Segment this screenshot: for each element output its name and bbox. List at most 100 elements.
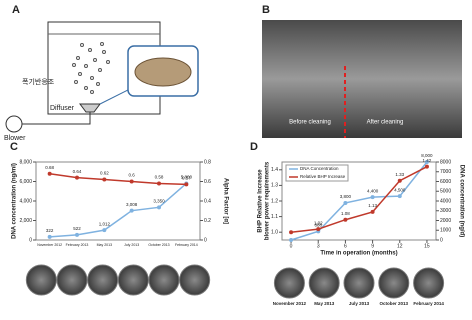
value-label: 522: [73, 226, 81, 231]
panel-label: B: [262, 4, 270, 16]
point: [75, 175, 79, 180]
legend-box: [285, 164, 349, 182]
series-line: [49, 182, 187, 238]
plot-frame: [35, 161, 201, 241]
value-label: 4,500: [394, 187, 406, 192]
tank-label: 폭기반응조: [22, 77, 55, 86]
y-tick-label: 1.0: [271, 230, 278, 236]
value-label: 1.13: [368, 203, 377, 208]
point: [47, 171, 52, 176]
series-line: [49, 172, 187, 186]
point: [370, 209, 375, 214]
value-label: 888: [314, 223, 322, 228]
photo-caption: October 2013: [380, 301, 409, 306]
y2-tick-label: 0.8: [204, 159, 211, 165]
value-label: 0.57: [182, 176, 191, 181]
point: [424, 160, 429, 164]
value-label: 1.08: [341, 211, 350, 216]
y2-tick-label: 0.6: [204, 179, 211, 185]
photo-caption: July 2013: [349, 301, 370, 306]
y-tick-label: 1.2: [271, 198, 278, 204]
y2-tick-label: 4000: [440, 198, 451, 204]
point: [370, 195, 375, 200]
point: [397, 194, 402, 199]
y-tick-label: 1.4: [271, 167, 278, 173]
point: [75, 232, 79, 237]
y2-tick-label: 0.2: [204, 218, 211, 224]
value-label: 0.62: [100, 171, 109, 176]
y2-tick-label: 2000: [440, 218, 451, 224]
photo: [179, 264, 211, 296]
pipe: [22, 112, 91, 125]
value-label: 4,400: [367, 188, 379, 193]
x-tick-label: 0: [290, 243, 293, 249]
photo: [413, 267, 445, 299]
value-label: 3,350: [153, 199, 165, 204]
diffuser-label: Diffuser: [50, 105, 75, 112]
value-label: 3,800: [340, 194, 352, 199]
y2-axis-label: Alpha Factor [α]: [222, 178, 228, 224]
point: [289, 238, 294, 242]
x-tick-label: February 2014: [175, 243, 198, 247]
photo-caption: February 2014: [413, 301, 444, 306]
value-label: 5,800: [181, 175, 193, 180]
blower-label: Blower: [4, 135, 26, 142]
value-label: 1,012: [99, 221, 111, 226]
series-line: [290, 161, 428, 241]
panel-label: C: [10, 141, 18, 153]
panel-a: A 폭기반응조 Diffuser Blower: [4, 4, 199, 142]
point: [343, 217, 348, 222]
before-label: Before cleaning: [289, 120, 331, 126]
y2-tick-label: 1000: [440, 228, 451, 234]
photo: [148, 264, 180, 296]
y-tick-label: 0: [29, 237, 32, 243]
panel-label: D: [250, 141, 258, 153]
value-label: 3,008: [126, 202, 138, 207]
x-tick-label: 9: [371, 243, 374, 249]
x-tick-label: October 2013: [148, 243, 169, 247]
x-tick-label: 6: [344, 243, 347, 249]
point: [47, 234, 52, 239]
value-label: 0.64: [73, 169, 82, 174]
charts: C 0 2,000 4,000 6,000 8,000 0 0.2 0.4 0.6 0.8 Novem…: [10, 141, 464, 306]
y-tick-label: 1.1: [271, 214, 278, 220]
y2-tick-label: 3000: [440, 208, 451, 214]
point: [129, 179, 134, 184]
photo: [87, 264, 119, 296]
y-axis-label: blower power requirements: [265, 161, 271, 240]
diffuser: [79, 103, 101, 113]
y-tick-label: 1.3: [271, 183, 278, 189]
y2-axis-label: DNA concentration (ng/d): [458, 165, 464, 237]
photo: [378, 267, 410, 299]
point: [157, 181, 161, 186]
x-tick-label: 3: [317, 243, 320, 249]
inset-line: [99, 89, 129, 105]
photo: [273, 267, 305, 299]
point: [129, 208, 134, 213]
y-tick-label: 6,000: [19, 179, 32, 185]
x-tick-label: November 2012: [37, 243, 62, 247]
point: [102, 228, 107, 233]
y2-tick-label: 7000: [440, 169, 451, 175]
point: [157, 205, 161, 210]
value-label: 0.6: [129, 173, 136, 178]
point: [343, 200, 348, 205]
legend-label: DNA Concentration: [300, 166, 339, 171]
value-label: 1.02: [314, 220, 323, 225]
photo: [117, 264, 149, 296]
photo: [56, 264, 88, 296]
point: [289, 230, 294, 235]
value-label: 1.42: [423, 158, 432, 163]
legend-label: Relative BHP Increase: [300, 174, 346, 179]
x-tick-label: February 2013: [66, 243, 89, 247]
photo: [343, 267, 375, 299]
point: [397, 178, 402, 183]
point: [184, 182, 189, 187]
value-label: 8,000: [421, 153, 433, 158]
diffuser-photo: [134, 57, 192, 87]
value-label: 0.58: [155, 175, 164, 180]
y2-tick-label: 0: [204, 237, 207, 243]
y-axis-label: DNA concentration (ng/ml): [12, 163, 18, 239]
x-tick-label: May 2013: [97, 243, 112, 247]
after-label: After cleaning: [367, 120, 404, 126]
